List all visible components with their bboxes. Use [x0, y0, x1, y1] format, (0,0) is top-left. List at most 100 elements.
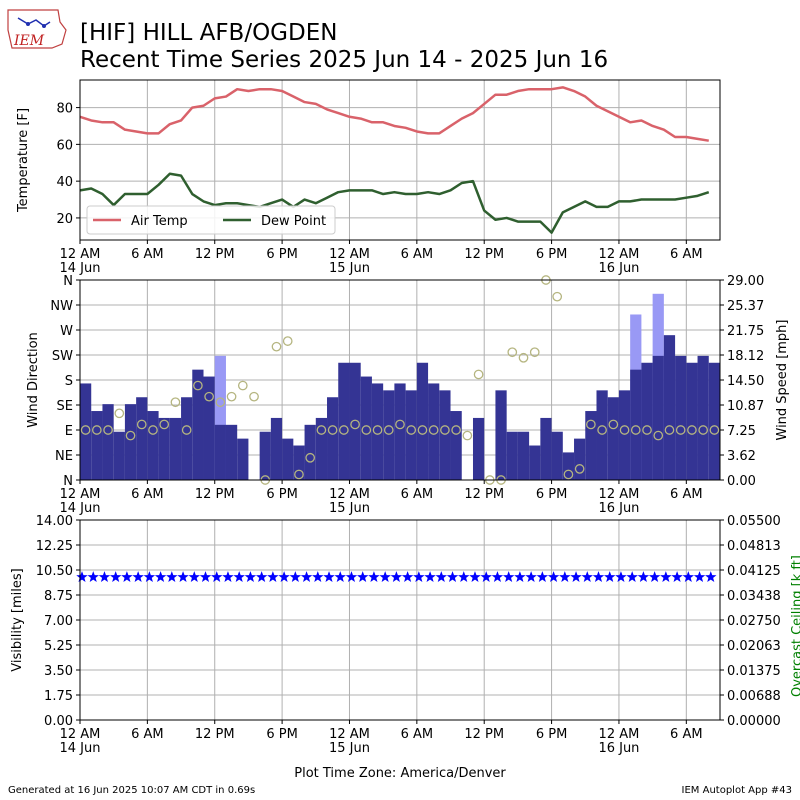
wind-direction-marker — [204, 391, 214, 402]
wind-speed-bar — [259, 431, 271, 480]
wind-direction-marker — [451, 425, 461, 435]
visibility-marker — [188, 571, 200, 582]
visibility-marker — [289, 571, 302, 582]
wind-direction-marker — [440, 425, 450, 435]
wind-speed-bar — [360, 376, 372, 480]
wind-speed-bar — [472, 417, 485, 480]
visibility-marker — [278, 571, 290, 582]
x-tick-label: 6 AM — [670, 247, 703, 262]
visibility-marker — [480, 571, 492, 582]
direction-tick-label: E — [65, 424, 73, 439]
x-tick-label: 12 PM — [464, 727, 504, 742]
visibility-marker — [166, 571, 178, 582]
wind-direction-marker — [282, 336, 293, 346]
wind-direction-marker — [473, 369, 484, 380]
wind-speed-bar — [304, 424, 316, 480]
wind-speed-bar — [349, 362, 361, 480]
wind-direction-axis-label: Wind Direction — [26, 332, 41, 428]
visibility-marker — [177, 571, 189, 582]
wind-speed-bar — [293, 445, 305, 480]
wind-direction-marker — [563, 469, 574, 480]
x-tick-label: 6 PM — [266, 247, 297, 262]
x-tick-label: 12 AM — [599, 727, 640, 742]
wind-speed-bar — [338, 362, 350, 480]
wind-direction-marker — [698, 425, 709, 435]
wind-speed-bar — [675, 355, 687, 480]
visibility-marker — [469, 571, 481, 582]
direction-tick-label: S — [65, 374, 73, 389]
x-tick-label: 12 AM — [329, 247, 370, 262]
wind-speed-bar — [282, 438, 294, 480]
visibility-plot-frame — [79, 519, 721, 721]
wind-direction-marker — [630, 425, 641, 435]
visibility-marker — [446, 571, 459, 582]
ceiling-axis-label: Overcast Ceiling [k ft] — [790, 555, 800, 697]
visibility-marker — [615, 571, 627, 582]
gust-bar — [214, 355, 226, 480]
x-tick-date-label: 14 Jun — [60, 261, 101, 276]
visibility-tick-label: 7.00 — [44, 614, 73, 629]
wind-direction-marker — [91, 425, 102, 435]
visibility-marker — [424, 571, 436, 582]
wind-direction-marker — [339, 425, 349, 435]
wind-speed-bar — [517, 431, 530, 480]
wind-speed-bar — [124, 404, 137, 480]
wind-speed-bar — [147, 411, 159, 480]
wind-speed-bar — [102, 404, 114, 480]
wind-direction-marker — [552, 291, 563, 302]
visibility-marker — [222, 571, 234, 582]
visibility-marker — [682, 571, 695, 582]
x-tick-label: 6 AM — [670, 487, 703, 502]
wind-speed-bar — [416, 362, 429, 480]
visibility-marker — [581, 571, 593, 582]
wind-direction-marker — [226, 391, 237, 402]
speed-tick-label: 29.00 — [727, 274, 764, 289]
iem-logo: IEM — [7, 9, 67, 49]
wind-direction-marker — [653, 430, 664, 441]
wind-speed-bar — [169, 417, 182, 480]
x-tick-label: 12 AM — [60, 247, 101, 262]
visibility-marker — [536, 571, 549, 582]
wind-speed-bar — [596, 390, 608, 480]
x-tick-label: 12 AM — [329, 487, 370, 502]
visibility-marker — [592, 571, 605, 582]
wind-direction-marker — [361, 425, 372, 435]
wind-speed-bar — [214, 424, 226, 480]
app-footer: IEM Autoplot App #43 — [682, 785, 792, 796]
wind-speed-bar — [383, 390, 395, 480]
iem-logo-text: IEM — [13, 33, 45, 49]
x-tick-label: 12 AM — [329, 727, 370, 742]
x-tick-label: 6 AM — [401, 247, 434, 262]
visibility-axis-label: Visibility [miles] — [10, 568, 25, 671]
wind-speed-bar — [574, 438, 586, 480]
x-axis-label: Plot Time Zone: America/Denver — [294, 766, 506, 781]
ceiling-tick-label: 0.00000 — [727, 714, 781, 729]
x-tick-label: 12 PM — [464, 247, 504, 262]
wind-speed-bar — [529, 445, 541, 480]
title-line-1: [HIF] HILL AFB/OGDEN — [80, 20, 337, 46]
visibility-marker — [525, 571, 537, 582]
wind-direction-marker — [529, 347, 540, 358]
visibility-marker — [121, 571, 133, 582]
ceiling-tick-label: 0.03438 — [727, 589, 781, 604]
wind-speed-bar — [136, 397, 148, 480]
wind-speed-bar — [327, 397, 339, 480]
wind-direction-marker — [586, 419, 596, 430]
visibility-marker — [255, 571, 268, 582]
x-tick-label: 6 AM — [131, 247, 164, 262]
direction-tick-label: N — [63, 474, 73, 489]
wind-direction-marker — [249, 391, 259, 402]
visibility-tick-label: 1.75 — [44, 689, 73, 704]
x-tick-date-label: 14 Jun — [60, 741, 101, 756]
wind-direction-marker — [675, 425, 686, 435]
legend-label-0: Air Temp — [131, 214, 188, 229]
wind-direction-marker — [237, 380, 248, 391]
x-tick-date-label: 14 Jun — [60, 501, 101, 516]
wind-direction-marker — [507, 347, 518, 358]
y-tick-label: 60 — [56, 138, 73, 153]
wind-direction-marker — [193, 380, 203, 391]
direction-tick-label: NW — [50, 299, 73, 314]
x-tick-label: 12 AM — [60, 487, 101, 502]
wind-speed-bar — [181, 397, 193, 480]
